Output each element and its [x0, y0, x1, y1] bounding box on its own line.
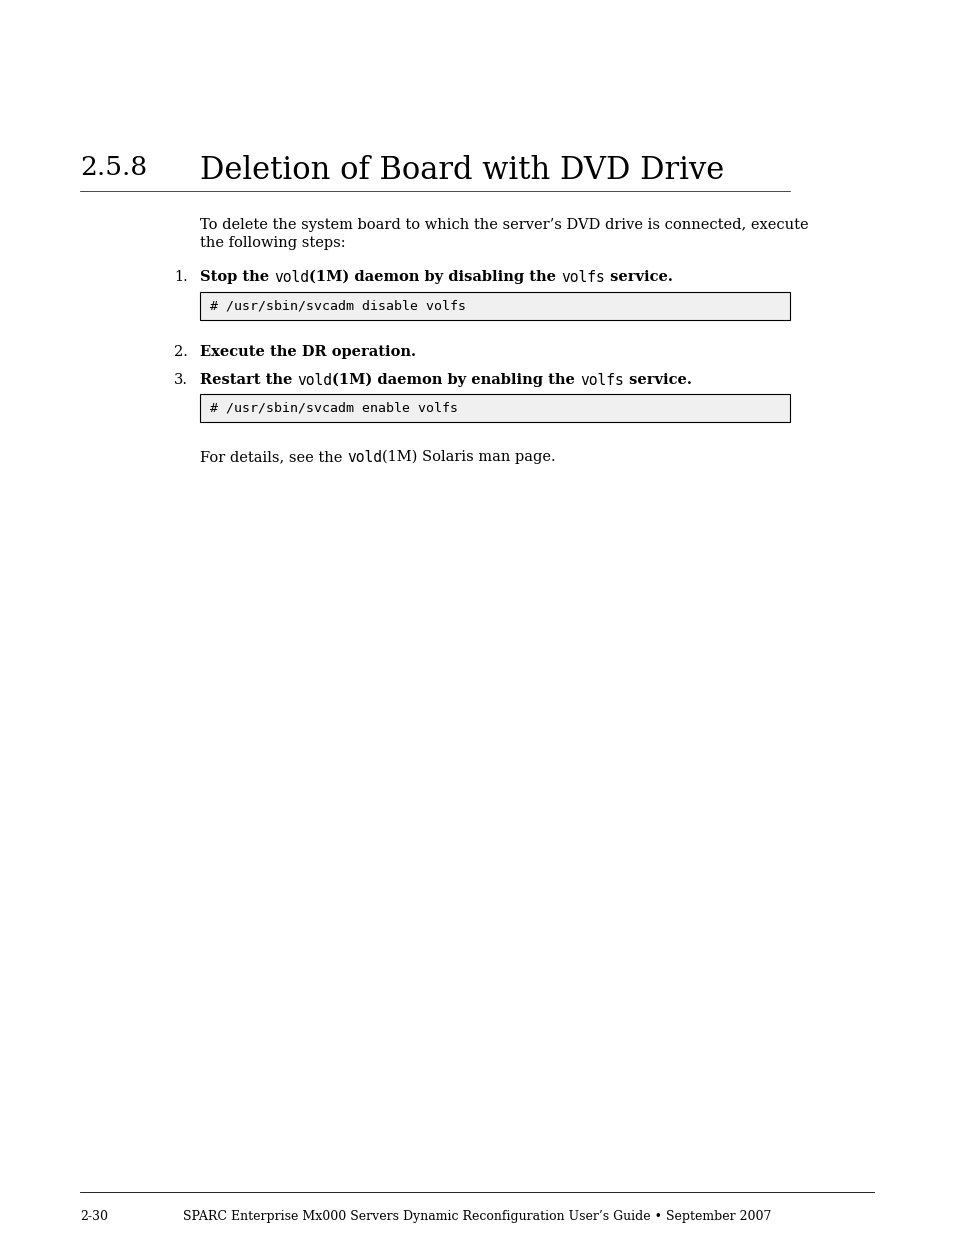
Text: service.: service.: [623, 373, 691, 387]
Text: vold: vold: [297, 373, 333, 388]
Text: Stop the: Stop the: [200, 270, 274, 284]
Text: 3.: 3.: [173, 373, 188, 387]
Text: Restart the: Restart the: [200, 373, 297, 387]
Bar: [200, 394, 789, 422]
Text: (1M) Solaris man page.: (1M) Solaris man page.: [381, 450, 555, 464]
Text: SPARC Enterprise Mx000 Servers Dynamic Reconfiguration User’s Guide • September : SPARC Enterprise Mx000 Servers Dynamic R…: [183, 1210, 770, 1223]
Text: vold: vold: [347, 450, 381, 466]
Text: vold: vold: [274, 270, 309, 285]
Text: the following steps:: the following steps:: [200, 236, 345, 249]
Text: 2.: 2.: [173, 345, 188, 359]
Text: (1M) daemon by disabling the: (1M) daemon by disabling the: [309, 270, 560, 284]
Text: 1.: 1.: [173, 270, 188, 284]
Text: # /usr/sbin/svcadm enable volfs: # /usr/sbin/svcadm enable volfs: [210, 401, 457, 415]
Text: (1M) daemon by enabling the: (1M) daemon by enabling the: [333, 373, 579, 388]
Text: 2.5.8: 2.5.8: [80, 156, 147, 180]
Text: 2-30: 2-30: [80, 1210, 108, 1223]
Bar: [200, 291, 789, 320]
Text: volfs: volfs: [560, 270, 604, 285]
Text: # /usr/sbin/svcadm disable volfs: # /usr/sbin/svcadm disable volfs: [210, 300, 465, 312]
Text: volfs: volfs: [579, 373, 623, 388]
Text: Execute the DR operation.: Execute the DR operation.: [200, 345, 416, 359]
Text: To delete the system board to which the server’s DVD drive is connected, execute: To delete the system board to which the …: [200, 219, 808, 232]
Text: Deletion of Board with DVD Drive: Deletion of Board with DVD Drive: [200, 156, 723, 186]
Text: service.: service.: [604, 270, 672, 284]
Text: For details, see the: For details, see the: [200, 450, 347, 464]
